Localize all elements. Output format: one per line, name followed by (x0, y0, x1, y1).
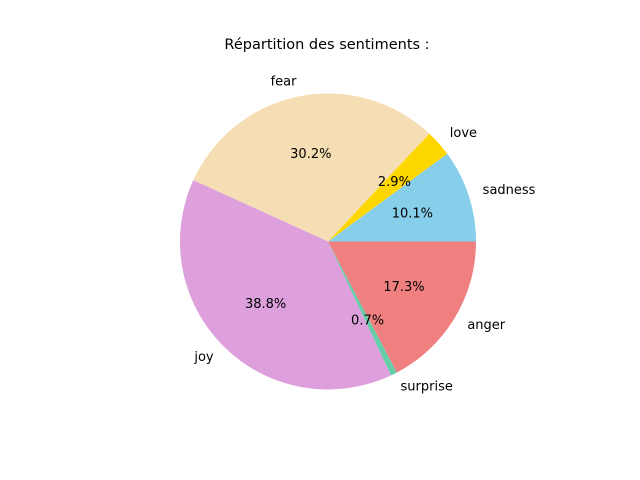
pct-label-sadness: 10.1% (392, 206, 433, 221)
pct-label-anger: 17.3% (383, 280, 424, 295)
slice-label-sadness: sadness (483, 183, 536, 198)
pie-slice-fear (193, 93, 430, 242)
pie-labels: sadness 10.1% love 2.9% fear 30.2% joy 38.8% sur… (193, 74, 535, 394)
pie-slice-joy (179, 180, 392, 390)
pct-label-joy: 38.8% (245, 297, 286, 312)
pie-slice-anger (328, 241, 476, 373)
slice-label-anger: anger (467, 318, 505, 333)
slice-label-joy: joy (193, 350, 214, 365)
pie-slice-love (328, 133, 448, 242)
slice-label-love: love (450, 126, 477, 141)
pct-label-surprise: 0.7% (351, 313, 384, 328)
pct-label-love: 2.9% (378, 175, 411, 190)
slice-label-surprise: surprise (401, 380, 453, 395)
pct-label-fear: 30.2% (290, 147, 331, 162)
chart-title: Répartition des sentiments : (224, 37, 429, 53)
slice-label-fear: fear (271, 74, 298, 89)
pie-slices (179, 93, 476, 390)
pie-slice-surprise (328, 241, 397, 376)
pie-slice-sadness (328, 153, 476, 242)
